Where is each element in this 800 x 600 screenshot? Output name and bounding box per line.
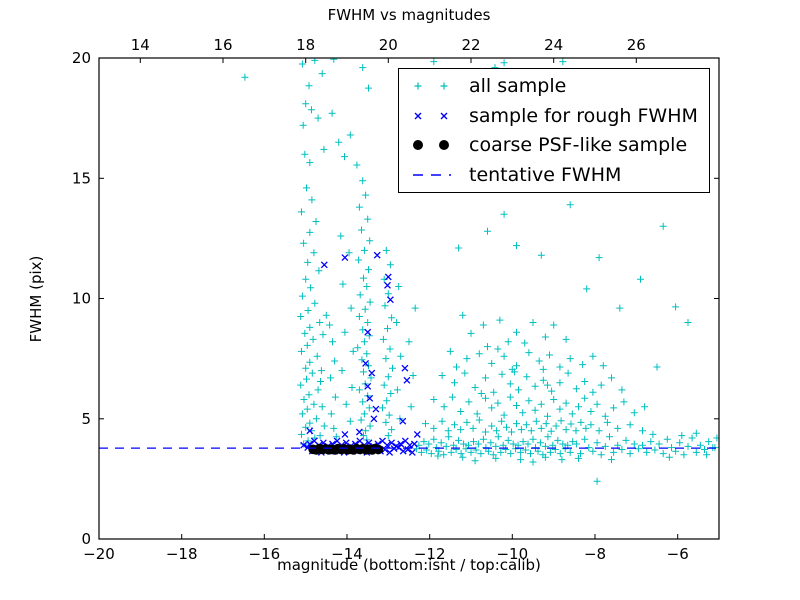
dashed-line-icon bbox=[409, 164, 455, 186]
x-tick-label: −8 bbox=[584, 545, 606, 563]
scatter-series-1 bbox=[300, 251, 421, 456]
x-axis-label: magnitude (bottom:isnt / top:calib) bbox=[277, 556, 541, 574]
dot-marker-icon bbox=[409, 134, 455, 156]
x-tick-label: −20 bbox=[83, 545, 115, 563]
legend-label: sample for rough FWHM bbox=[469, 104, 698, 127]
y-tick-label: 10 bbox=[72, 290, 91, 308]
scatter-series-2 bbox=[308, 443, 384, 455]
legend-label: coarse PSF-like sample bbox=[469, 134, 688, 157]
y-tick-label: 15 bbox=[72, 169, 91, 187]
top-tick-label: 20 bbox=[379, 36, 398, 54]
top-tick-label: 24 bbox=[544, 36, 563, 54]
top-tick-label: 26 bbox=[627, 36, 646, 54]
legend-label: tentative FWHM bbox=[469, 164, 622, 187]
legend-label: all sample bbox=[469, 74, 567, 97]
x-tick-label: −6 bbox=[667, 545, 689, 563]
x-marker-icon bbox=[409, 105, 455, 127]
legend-row-psf-sample: coarse PSF-like sample bbox=[399, 131, 709, 160]
top-tick-label: 14 bbox=[131, 36, 150, 54]
x-tick-label: −16 bbox=[248, 545, 280, 563]
y-tick-label: 0 bbox=[81, 530, 91, 548]
top-tick-label: 16 bbox=[213, 36, 232, 54]
legend-row-tentative-fwhm: tentative FWHM bbox=[399, 161, 709, 190]
plus-marker-icon bbox=[409, 75, 455, 97]
x-tick-label: −12 bbox=[414, 545, 446, 563]
legend-row-all-sample: all sample bbox=[399, 71, 709, 100]
top-tick-label: 22 bbox=[461, 36, 480, 54]
x-tick-label: −14 bbox=[331, 545, 363, 563]
tick-labels: −20 −18 −16 −14 −12 −10 −8 −6 14 16 18 20 22 24 26 0 5 10… bbox=[72, 36, 689, 563]
legend-row-rough-fwhm: sample for rough FWHM bbox=[399, 101, 709, 130]
y-tick-label: 20 bbox=[72, 49, 91, 67]
y-tick-label: 5 bbox=[81, 410, 91, 428]
top-tick-label: 18 bbox=[296, 36, 315, 54]
x-tick-label: −18 bbox=[166, 545, 198, 563]
plot-frame bbox=[98, 57, 720, 540]
chart-title: FWHM vs magnitudes bbox=[327, 6, 491, 24]
data-points-layer bbox=[99, 58, 719, 485]
legend: all sample sample for rough FWHM coarse … bbox=[398, 68, 710, 193]
scatter-series-0 bbox=[241, 58, 719, 485]
x-tick-label: −10 bbox=[496, 545, 528, 563]
